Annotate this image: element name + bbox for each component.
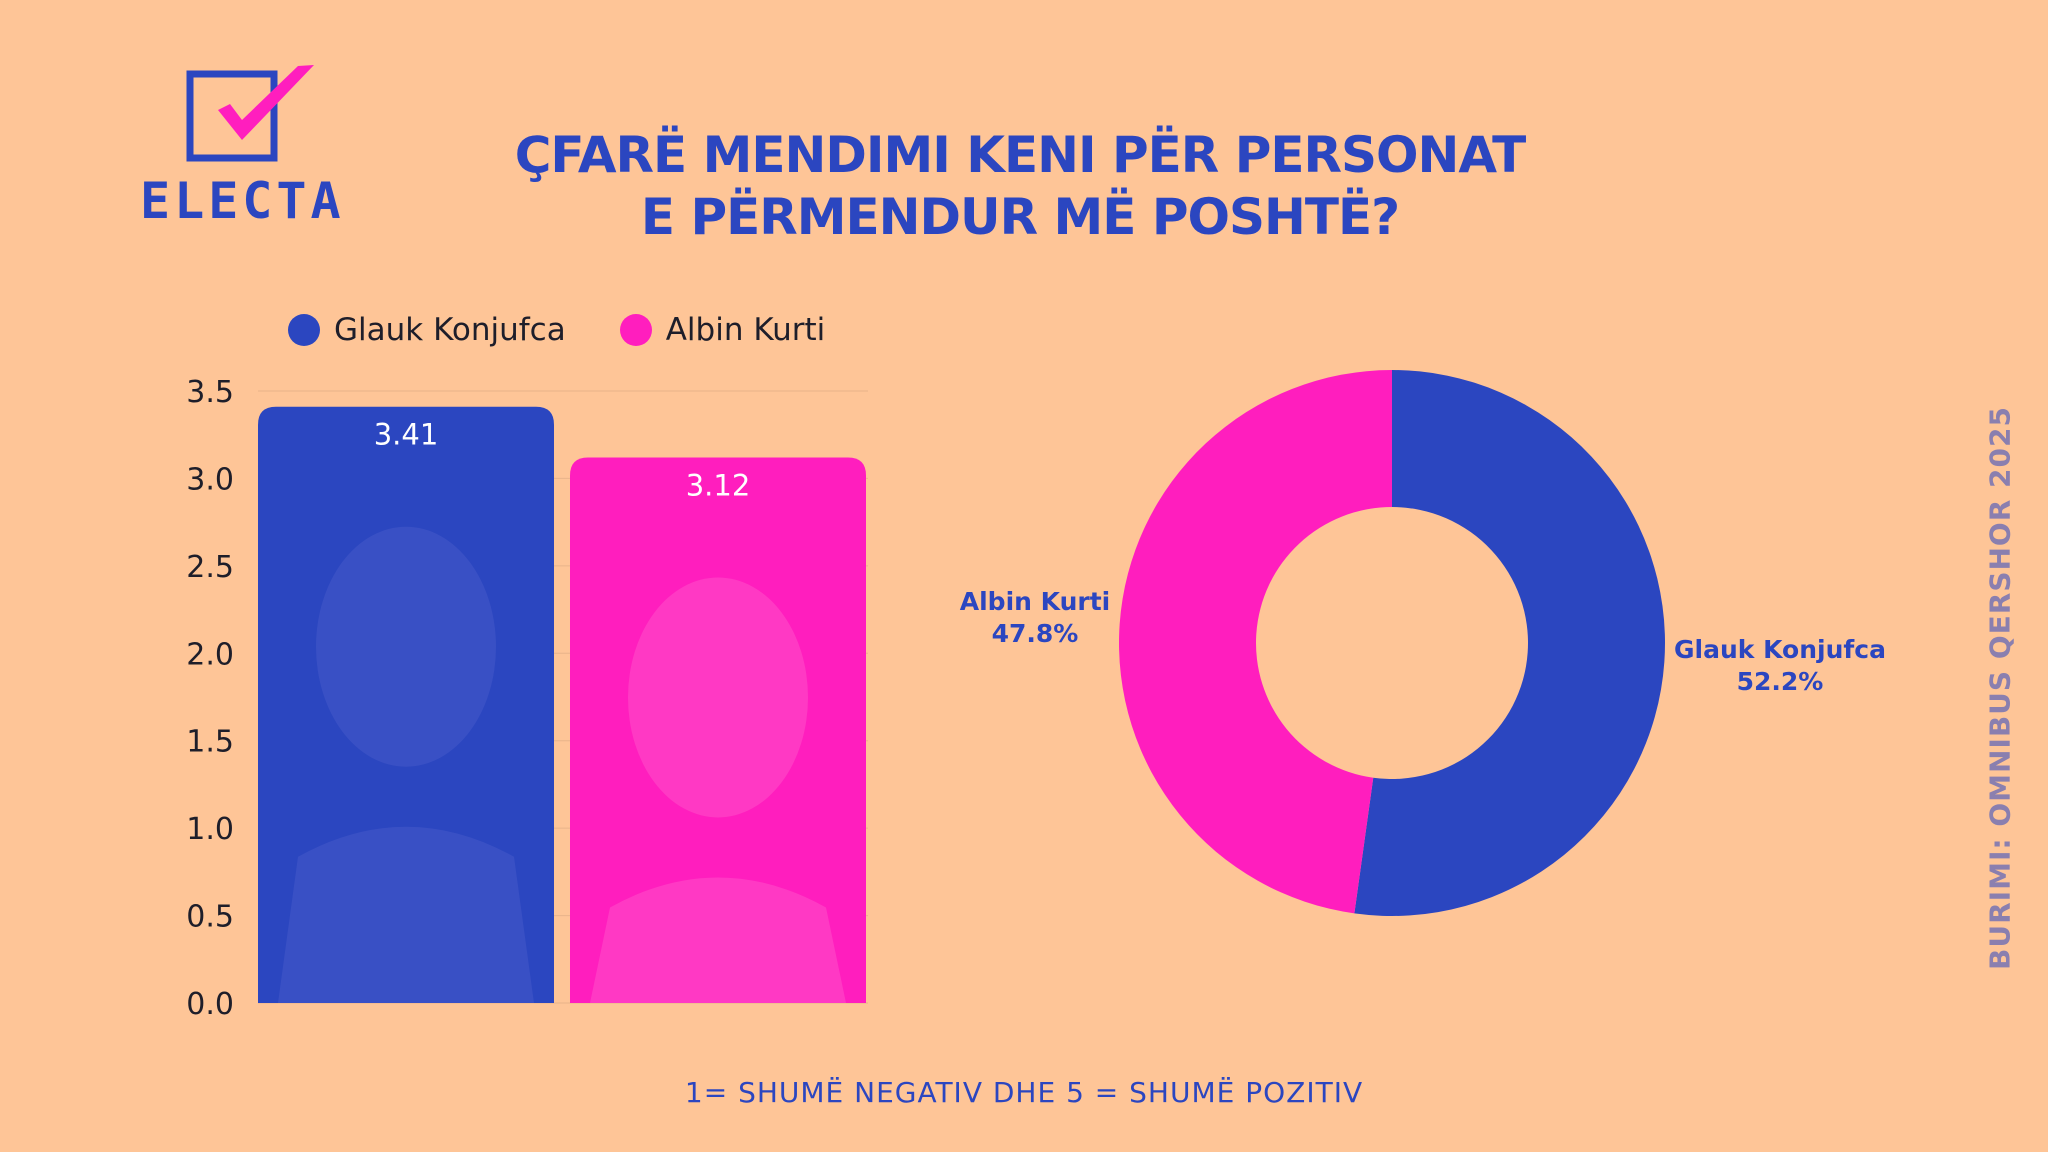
portrait-body-shape [590,877,846,1003]
donut-label-percent: 52.2% [1736,667,1824,696]
bar-data-label: 3.12 [686,468,751,502]
donut-label-name: Albin Kurti [959,587,1111,616]
title-line-2: E PËRMENDUR MË POSHTË? [640,188,1400,246]
portrait-head-shape [316,526,496,767]
logo-text: ELECTA [140,172,345,230]
scale-footnote: 1= SHUMË NEGATIV DHE 5 = SHUMË POZITIV [684,1076,1364,1109]
legend-dot-icon [288,314,320,346]
y-tick-label: 3.5 [186,375,234,410]
y-tick-label: 3.0 [186,462,234,497]
donut-label-albin-kurti: Albin Kurti 47.8% [900,586,1170,650]
y-tick-label: 1.5 [186,725,234,760]
source-note: BURIMI: OMNIBUS QERSHOR 2025 [1983,406,2017,970]
checkbox-check-icon [186,65,314,162]
bar-chart: 0.0 0.5 1.0 1.5 2.0 2.5 3.0 3.5 3.41 3.12 [186,375,868,1022]
title-line-1: ÇFARË MENDIMI KENI PËR PERSONAT [514,126,1527,184]
legend-label: Albin Kurti [665,312,826,348]
donut-slice-albin-kurti [1118,369,1392,914]
y-tick-label: 1.0 [186,812,234,847]
bar-data-label: 3.41 [374,418,439,452]
y-tick-label: 2.5 [186,550,234,585]
portrait-body-shape [278,826,534,1003]
y-tick-label: 2.0 [186,637,234,672]
electa-logo: ELECTA [138,60,341,235]
legend-dot-icon [619,314,652,346]
donut-label-name: Glauk Konjufca [1674,635,1886,664]
page-title: ÇFARË MENDIMI KENI PËR PERSONAT E PËRMEN… [420,124,1620,248]
donut-label-percent: 47.8% [991,619,1079,648]
donut-label-glauk-konjufca: Glauk Konjufca 52.2% [1640,634,1920,698]
donut-slice-glauk-konjufca [1354,370,1665,916]
legend-label: Glauk Konjufca [334,312,566,348]
legend-item-albin-kurti: Albin Kurti [619,312,826,348]
legend: Glauk Konjufca Albin Kurti [288,312,825,348]
y-tick-label: 0.5 [186,900,234,935]
portrait-head-shape [628,577,808,818]
y-tick-label: 0.0 [186,987,234,1022]
legend-item-glauk-konjufca: Glauk Konjufca [288,312,566,348]
